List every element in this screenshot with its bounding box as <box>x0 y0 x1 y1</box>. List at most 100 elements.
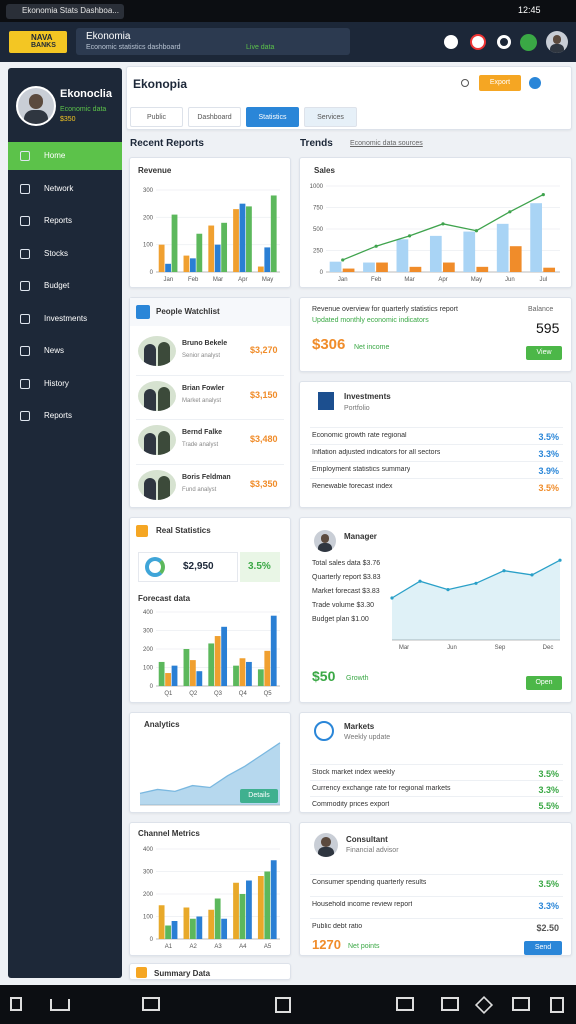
sidebar-item[interactable]: Investments <box>8 305 122 333</box>
browser-tab[interactable]: Ekonomia Stats Dashboa... <box>6 4 124 19</box>
details-button[interactable]: Details <box>240 789 278 803</box>
tab[interactable]: Statistics <box>246 107 299 127</box>
nav-icon[interactable] <box>441 997 459 1011</box>
manager-amount: $50 <box>312 668 336 684</box>
app-header: NAVA BANKS Ekonomia Economic statistics … <box>0 22 576 62</box>
bar <box>208 909 215 939</box>
bar <box>221 918 228 939</box>
nav-icon[interactable] <box>50 999 70 1011</box>
x-tick-label: Q1 <box>164 691 173 697</box>
sidebar-item[interactable]: Reports <box>8 207 122 235</box>
bar <box>443 262 455 272</box>
row-text: Consumer spending quarterly results <box>312 879 427 886</box>
bar <box>329 261 342 272</box>
x-tick-label: Jan <box>164 277 174 283</box>
point <box>541 193 545 197</box>
y-tick-label: 0 <box>150 937 154 943</box>
overview-note: Net income <box>354 344 390 351</box>
sidebar-label: Budget <box>44 281 70 290</box>
y-tick-label: 0 <box>150 270 154 276</box>
point <box>530 573 534 577</box>
row-value: $2.50 <box>536 923 559 933</box>
status-icon[interactable] <box>520 34 537 51</box>
row-value: 3.5% <box>538 769 559 779</box>
sidebar-item[interactable]: Home <box>8 142 122 170</box>
bar <box>246 206 252 272</box>
left-heading: Recent Reports <box>130 138 204 149</box>
row-value: 3.9% <box>538 466 559 476</box>
row-text: Trade volume $3.30 <box>312 602 374 609</box>
area <box>392 560 560 640</box>
point <box>441 222 445 226</box>
sidebar-icon <box>20 346 30 356</box>
nav-icon[interactable] <box>275 997 291 1013</box>
person-name: Boris Feldman <box>182 473 231 481</box>
bar <box>342 268 355 272</box>
sidebar-item[interactable]: Budget <box>8 272 122 300</box>
alert-icon[interactable] <box>470 34 486 50</box>
person-sub: Trade analyst <box>182 442 219 448</box>
sidebar-item[interactable]: News <box>8 337 122 365</box>
view-button[interactable]: View <box>526 346 562 360</box>
sidebar-item[interactable]: Stocks <box>8 240 122 268</box>
bar <box>543 267 556 272</box>
send-button[interactable]: Send <box>524 941 562 955</box>
nav-icon[interactable] <box>474 995 494 1015</box>
bar <box>257 669 264 686</box>
sidebar-item[interactable]: Network <box>8 175 122 203</box>
search-icon[interactable] <box>461 79 469 87</box>
bottom-nav <box>0 985 576 1024</box>
bar <box>171 921 178 939</box>
nav-icon[interactable] <box>550 997 564 1013</box>
sidebar: Ekonoclia Economic data $350 <box>8 68 122 978</box>
row-text: Total sales data $3.76 <box>312 560 381 567</box>
point <box>446 588 450 592</box>
y-tick-label: 300 <box>143 629 154 635</box>
search-sub: Economic statistics dashboard <box>86 44 181 51</box>
sidebar-item[interactable]: Reports <box>8 402 122 430</box>
tab[interactable]: Public <box>130 107 183 127</box>
x-tick-label: A2 <box>190 944 198 950</box>
open-button[interactable]: Open <box>526 676 562 690</box>
nav-icon[interactable] <box>10 997 22 1011</box>
tab[interactable]: Services <box>304 107 357 127</box>
row-divider <box>136 463 284 465</box>
card-title: Revenue <box>138 166 172 175</box>
row-value: 5.5% <box>538 801 559 811</box>
user-avatar[interactable] <box>546 31 568 53</box>
row-value: 3.3% <box>538 785 559 795</box>
sidebar-icon <box>20 183 30 194</box>
manager-card: Manager Mar Jun Sep Dec $50 Growth Open Tot… <box>299 517 572 703</box>
export-button[interactable]: Export <box>479 75 521 91</box>
person-value: $3,150 <box>250 389 278 400</box>
row-value: 3.5% <box>538 483 559 493</box>
people-card: People Watchlist Bruno Bekele Senior anal… <box>129 297 291 508</box>
y-tick-label: 100 <box>143 915 154 921</box>
notification-icon[interactable] <box>444 35 458 49</box>
nav-icon[interactable] <box>512 997 530 1011</box>
row-divider <box>310 444 563 445</box>
channel-chart: 0 100 200 300 400 A1 A2 A3 A4 A5 <box>143 847 280 950</box>
search-box[interactable]: Ekonomia Economic statistics dashboard L… <box>76 28 350 55</box>
sidebar-icon <box>20 378 30 389</box>
sidebar-item[interactable]: History <box>8 370 122 398</box>
bar <box>270 195 277 272</box>
tab[interactable]: Dashboard <box>188 107 241 127</box>
right-heading-link[interactable]: Economic data sources <box>350 140 423 147</box>
point <box>474 581 478 585</box>
settings-icon[interactable] <box>497 35 511 49</box>
row-text: Market forecast $3.83 <box>312 588 380 595</box>
bar <box>183 255 190 272</box>
info-icon[interactable] <box>529 77 541 89</box>
x-tick-label: Mar <box>399 645 409 651</box>
nav-icon[interactable] <box>396 997 414 1011</box>
bar <box>233 209 239 272</box>
bar <box>257 266 264 272</box>
row-divider <box>310 461 563 462</box>
logo[interactable]: NAVA BANKS <box>9 31 67 53</box>
x-tick-label: Jun <box>505 277 515 283</box>
chart-label: Forecast data <box>138 594 191 603</box>
sidebar-label: Reports <box>44 411 73 420</box>
row-text: Budget plan $1.00 <box>312 616 369 623</box>
nav-icon[interactable] <box>142 997 160 1011</box>
